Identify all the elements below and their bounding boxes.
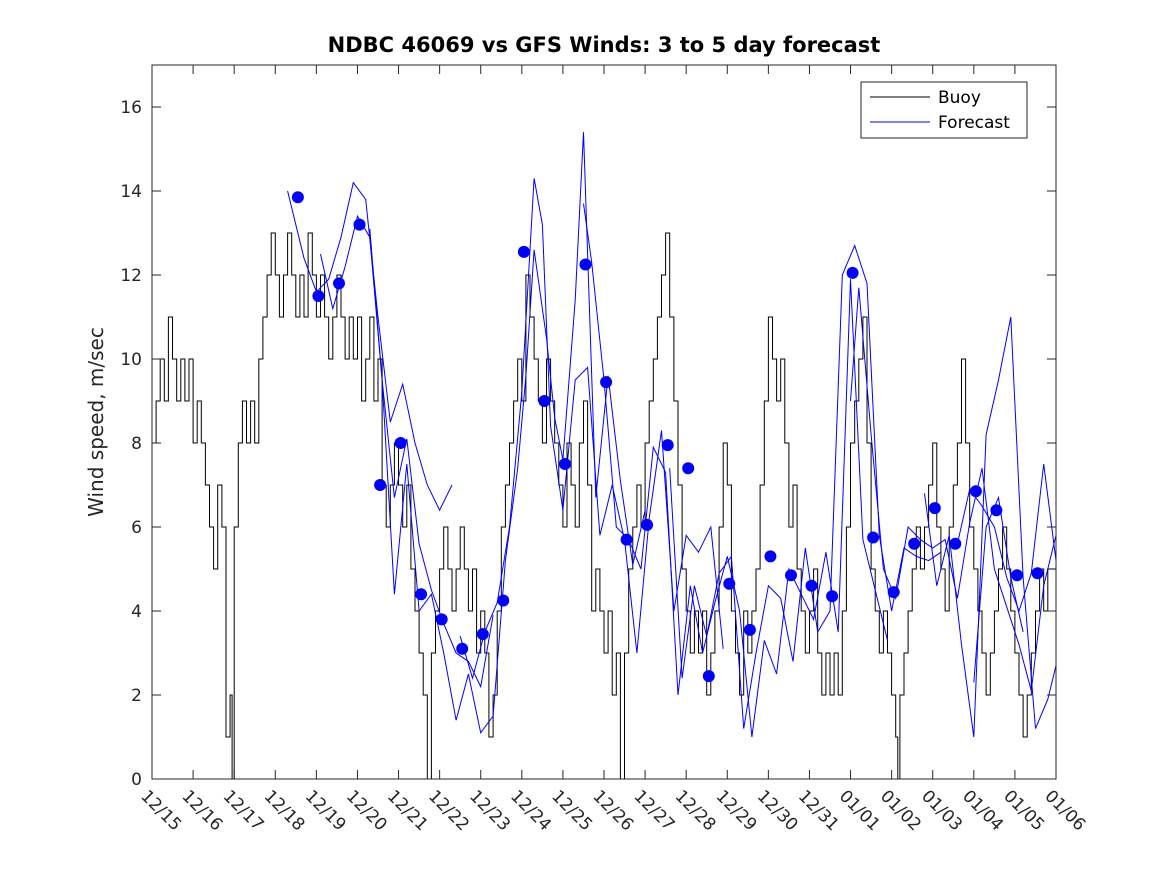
y-tick-label: 8 [131, 434, 142, 454]
buoy-series-line [152, 232, 1056, 780]
forecast-marker-33 [949, 537, 962, 550]
forecast-marker-11 [497, 594, 510, 607]
forecast-marker-12 [517, 245, 530, 258]
forecast-marker-32 [928, 502, 941, 515]
forecast-marker-4 [353, 218, 366, 231]
forecast-marker-37 [1031, 567, 1044, 580]
legend-box [860, 81, 1028, 139]
forecast-marker-20 [682, 462, 695, 475]
forecast-marker-22 [723, 577, 736, 590]
forecast-marker-13 [538, 395, 551, 407]
forecast-marker-7 [415, 588, 428, 601]
forecast-marker-16 [600, 376, 613, 389]
forecast-marker-6 [394, 437, 407, 449]
forecast-marker-15 [579, 258, 592, 271]
forecast-marker-31 [908, 537, 921, 550]
forecast-marker-26 [805, 579, 818, 592]
forecast-line-7 [850, 287, 1057, 691]
forecast-marker-14 [559, 458, 571, 470]
forecast-marker-27 [826, 590, 839, 603]
legend-buoy-label: Buoy [938, 88, 981, 108]
forecast-marker-35 [990, 504, 1003, 517]
forecast-line-2 [320, 214, 494, 689]
y-axis-label: Wind speed, m/sec [84, 327, 108, 517]
y-tick-label: 16 [120, 98, 142, 118]
y-tick-label: 10 [120, 350, 142, 370]
forecast-marker-24 [764, 550, 777, 563]
forecast-marker-21 [702, 670, 715, 683]
y-tick-label: 0 [131, 770, 142, 790]
forecast-marker-36 [1011, 569, 1023, 582]
forecast-marker-23 [743, 623, 756, 636]
y-tick-label: 14 [120, 182, 142, 202]
forecast-marker-34 [969, 485, 982, 498]
plot-area [152, 65, 1056, 779]
forecast-marker-10 [476, 628, 489, 641]
y-tick-label: 4 [131, 602, 142, 622]
y-tick-label: 12 [120, 266, 142, 286]
forecast-marker-29 [867, 531, 880, 544]
forecast-line-4 [459, 178, 724, 681]
forecast-marker-30 [887, 586, 900, 599]
forecast-marker-8 [435, 613, 448, 626]
chart-title: NDBC 46069 vs GFS Winds: 3 to 5 day fore… [328, 33, 881, 57]
y-tick-label: 2 [131, 686, 142, 706]
forecast-marker-9 [456, 642, 469, 655]
forecast-marker-19 [661, 439, 674, 452]
forecast-marker-1 [291, 191, 304, 204]
forecast-marker-2 [312, 290, 325, 302]
legend-forecast-label: Forecast [938, 113, 1010, 133]
forecast-marker-3 [333, 277, 345, 290]
forecast-marker-25 [785, 569, 797, 582]
forecast-line-10 [973, 495, 1024, 683]
forecast-marker-17 [620, 533, 633, 546]
y-tick-label: 6 [131, 518, 142, 538]
forecast-marker-5 [374, 479, 387, 491]
forecast-line-8 [924, 316, 1057, 738]
forecast-marker-18 [641, 518, 654, 531]
series-layer [152, 132, 1057, 780]
forecast-marker-28 [846, 266, 859, 279]
legend: Buoy Forecast [860, 81, 1028, 139]
forecast-line-3 [369, 132, 646, 734]
